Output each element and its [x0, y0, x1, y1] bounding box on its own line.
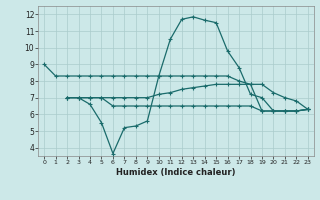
X-axis label: Humidex (Indice chaleur): Humidex (Indice chaleur): [116, 168, 236, 177]
